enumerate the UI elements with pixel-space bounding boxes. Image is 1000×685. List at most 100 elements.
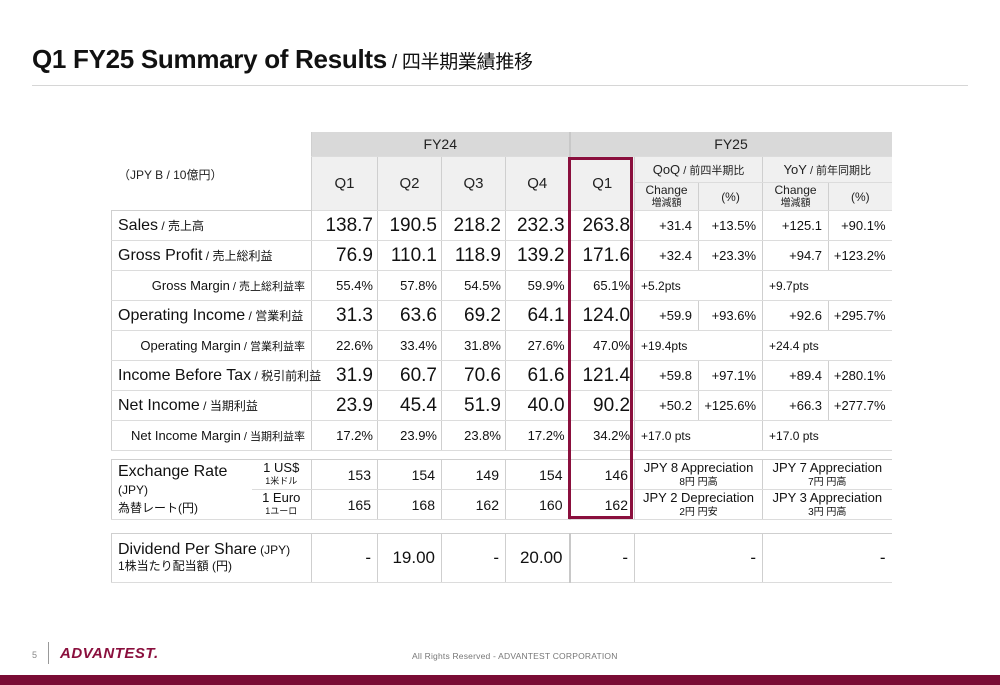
table-row: Operating Income / 営業利益 31.3 63.6 69.2 6…: [111, 300, 892, 331]
cell-value: 23.9: [311, 390, 378, 421]
row-label: Net Income Margin / 当期利益率: [111, 420, 312, 451]
cell-value: 121.4: [568, 360, 635, 391]
cell-value: 31.8%: [441, 330, 506, 361]
usd-yoy-desc: JPY 7 Appreciation 7円 円高: [762, 459, 892, 490]
cell-value: +125.1: [762, 210, 829, 241]
cell-value: +92.6: [762, 300, 829, 331]
cell-value: +31.4: [634, 210, 699, 241]
eur-yoy-desc: JPY 3 Appreciation 3円 円高: [762, 489, 892, 520]
cell-value: 146: [568, 459, 635, 490]
col-q1-fy24: Q1: [311, 156, 378, 211]
cell-value: +123.2%: [828, 240, 892, 271]
cell-value: [828, 420, 892, 451]
page-title-jp: / 四半期業績推移: [386, 52, 533, 73]
cell-value: +19.4pts: [634, 330, 699, 361]
cell-value: 23.9%: [377, 420, 442, 451]
cell-value: +50.2: [634, 390, 699, 421]
cell-value: 124.0: [568, 300, 635, 331]
title-divider: [32, 85, 968, 86]
cell-value: 31.3: [311, 300, 378, 331]
table-row: Gross Margin / 売上総利益率 55.4% 57.8% 54.5% …: [111, 270, 892, 301]
cell-value: 60.7: [377, 360, 442, 391]
cell-value: +9.7pts: [762, 270, 829, 301]
cell-value: 190.5: [377, 210, 442, 241]
cell-value: 165: [311, 489, 378, 520]
col-q3-fy24: Q3: [441, 156, 506, 211]
col-q1-fy25: Q1: [568, 156, 635, 211]
table-row: Operating Margin / 営業利益率 22.6% 33.4% 31.…: [111, 330, 892, 361]
cell-value: +94.7: [762, 240, 829, 271]
cell-value: 57.8%: [377, 270, 442, 301]
cell-value: -: [441, 533, 506, 583]
table-row: Income Before Tax / 税引前利益 31.9 60.7 70.6…: [111, 360, 892, 391]
row-label: Operating Income / 営業利益: [111, 300, 312, 331]
cell-value: 168: [377, 489, 442, 520]
cell-value: 162: [568, 489, 635, 520]
page-title: Q1 FY25 Summary of Results / 四半期業績推移: [32, 44, 533, 74]
cell-value: 154: [377, 459, 442, 490]
footer-divider: [48, 642, 49, 664]
cell-value: 162: [441, 489, 506, 520]
table-row: Gross Profit / 売上総利益 76.9 110.1 118.9 13…: [111, 240, 892, 271]
cell-value: -: [568, 533, 635, 583]
table-row: Net Income / 当期利益 23.9 45.4 51.9 40.0 90…: [111, 390, 892, 421]
page-number: 5: [32, 650, 38, 660]
row-label: Sales / 売上高: [111, 210, 312, 241]
cell-value: +93.6%: [698, 300, 763, 331]
row-label: Gross Profit / 売上総利益: [111, 240, 312, 271]
cell-value: +59.9: [634, 300, 699, 331]
qoq-change-header: Change 増減額: [634, 182, 699, 211]
cell-value: 51.9: [441, 390, 506, 421]
table-row: Net Income Margin / 当期利益率 17.2% 23.9% 23…: [111, 420, 892, 451]
cell-value: +90.1%: [828, 210, 892, 241]
cell-value: 64.1: [504, 300, 570, 331]
row-label: Net Income / 当期利益: [111, 390, 312, 421]
cell-value: [828, 330, 892, 361]
cell-value: 47.0%: [568, 330, 635, 361]
cell-value: 263.8: [568, 210, 635, 241]
bottom-accent-bar: [0, 675, 1000, 685]
cell-value: +17.0 pts: [634, 420, 699, 451]
cell-value: 19.00: [377, 533, 442, 583]
cell-value: 40.0: [504, 390, 570, 421]
cell-value: +13.5%: [698, 210, 763, 241]
yoy-header: YoY / 前年同期比: [762, 156, 892, 183]
cell-value: +24.4 pts: [762, 330, 829, 361]
row-label: Gross Margin / 売上総利益率: [111, 270, 312, 301]
qoq-header: QoQ / 前四半期比: [634, 156, 763, 183]
cell-value: 54.5%: [441, 270, 506, 301]
exchange-rate-table: Exchange Rate (JPY) 為替レート(円) 1 US$ 1米ドル 15…: [111, 459, 892, 520]
cell-value: 138.7: [311, 210, 378, 241]
cell-value: 218.2: [441, 210, 506, 241]
cell-value: 63.6: [377, 300, 442, 331]
cell-value: 171.6: [568, 240, 635, 271]
cell-value: 76.9: [311, 240, 378, 271]
cell-value: 118.9: [441, 240, 506, 271]
cell-value: +277.7%: [828, 390, 892, 421]
cell-value: -: [762, 533, 892, 583]
cell-value: 20.00: [505, 533, 570, 583]
cell-value: +5.2pts: [634, 270, 699, 301]
cell-value: 69.2: [441, 300, 506, 331]
cell-value: 149: [441, 459, 506, 490]
cell-value: 27.6%: [504, 330, 570, 361]
cell-value: 34.2%: [568, 420, 635, 451]
cell-value: +66.3: [762, 390, 829, 421]
cell-value: +280.1%: [828, 360, 892, 391]
cell-value: 17.2%: [311, 420, 378, 451]
cell-value: 90.2: [568, 390, 635, 421]
cell-value: +295.7%: [828, 300, 892, 331]
cell-value: 110.1: [377, 240, 442, 271]
cell-value: [698, 270, 763, 301]
row-label: Operating Margin / 営業利益率: [111, 330, 312, 361]
cell-value: 160: [505, 489, 570, 520]
currency-usd: 1 US$ 1米ドル: [251, 459, 312, 490]
cell-value: -: [311, 533, 378, 583]
exchange-rate-label: Exchange Rate (JPY) 為替レート(円): [111, 459, 252, 520]
footer-copyright: All Rights Reserved - ADVANTEST CORPORAT…: [412, 651, 618, 661]
cell-value: +89.4: [762, 360, 829, 391]
cell-value: 61.6: [504, 360, 570, 391]
cell-value: 153: [311, 459, 378, 490]
cell-value: +17.0 pts: [762, 420, 829, 451]
usd-qoq-desc: JPY 8 Appreciation 8円 円高: [634, 459, 763, 490]
